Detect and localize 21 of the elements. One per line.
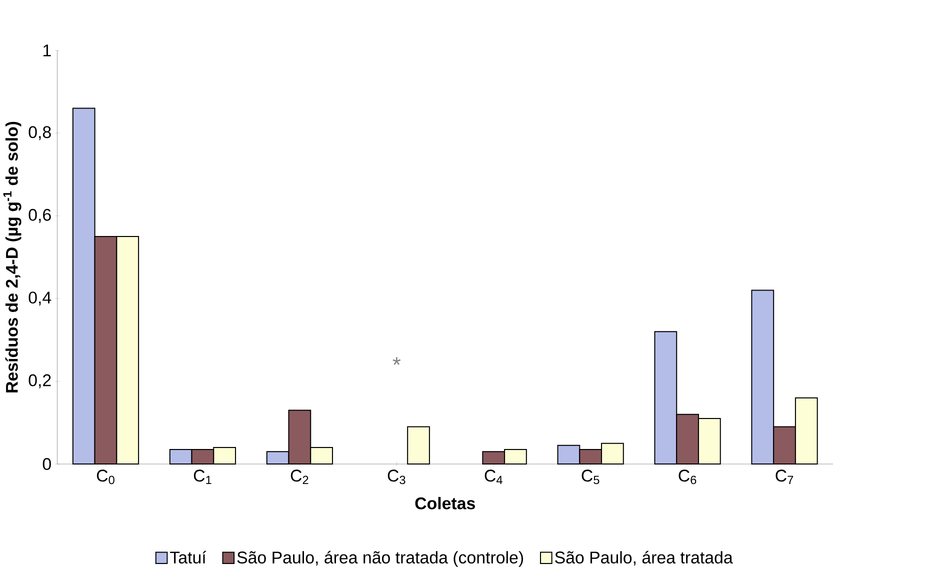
x-tick-label: C$_{6}$ bbox=[678, 470, 696, 484]
x-tick-label: C$_{0}$ bbox=[96, 470, 114, 484]
x-tick-label: C$_{3}$ bbox=[388, 470, 406, 484]
legend-label: São Paulo, área não tratada (controle) bbox=[237, 550, 524, 567]
y-tick-label: 0,6 bbox=[28, 208, 51, 223]
x-tick-label: C$_{5}$ bbox=[582, 470, 600, 484]
y-tick-label: 0,2 bbox=[28, 374, 51, 388]
x-axis-title: Coletas bbox=[415, 497, 475, 510]
x-tick-label: C$_{4}$ bbox=[484, 470, 502, 484]
y-tick-label: 1 bbox=[43, 44, 51, 56]
y-tick-label: 0 bbox=[42, 458, 51, 470]
x-tick-label: C$_{2}$ bbox=[290, 470, 308, 484]
legend-label: São Paulo, área tratada bbox=[555, 550, 733, 566]
y-tick-label: 0,8 bbox=[28, 126, 51, 140]
x-tick-label: C$_{7}$ bbox=[776, 470, 794, 484]
legend-label: Tatuí bbox=[170, 550, 206, 564]
y-tick-label: 0,4 bbox=[28, 292, 52, 306]
x-tick-label: C$_{1}$ bbox=[194, 470, 212, 484]
annotation: * bbox=[392, 357, 401, 365]
bar bbox=[407, 426, 430, 465]
y-axis-title: Resíduos de 2,4-D (µg g$^{-1}$ de solo) bbox=[3, 122, 22, 392]
